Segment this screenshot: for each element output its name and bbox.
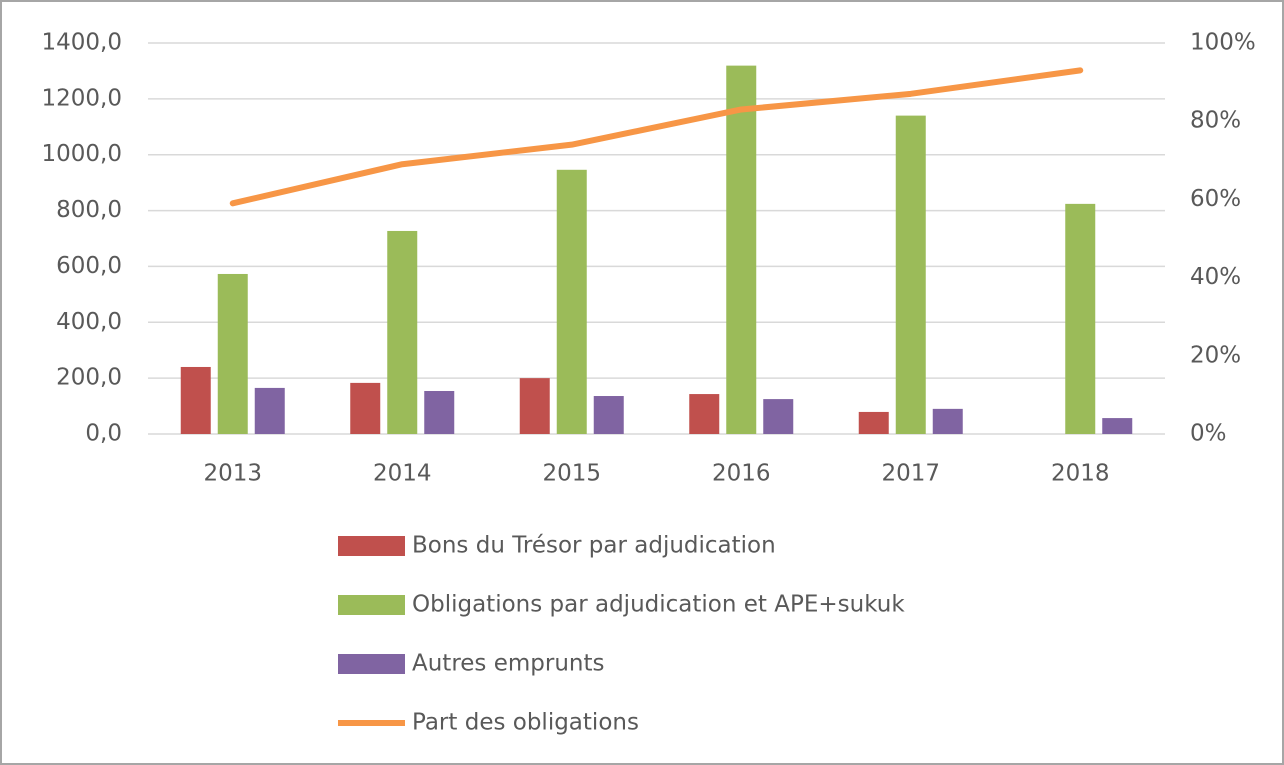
legend-swatch [338,595,405,615]
legend-label: Autres emprunts [412,651,605,677]
bar [350,382,381,434]
bar [519,378,550,434]
y2-tick-label: 100% [1190,30,1256,56]
y2-tick-label: 20% [1190,342,1241,368]
y-tick-label: 600,0 [56,253,122,279]
bar [593,396,624,434]
bar [726,65,757,435]
legend-swatch [338,536,405,556]
x-tick-label: 2013 [203,461,262,487]
x-tick-label: 2017 [881,461,940,487]
bar [217,273,248,434]
x-tick-label: 2014 [373,461,432,487]
y-tick-label: 1200,0 [42,85,122,111]
y2-tick-label: 60% [1190,186,1241,212]
bar [763,399,794,434]
legend-label: Part des obligations [412,710,639,736]
line [229,67,1084,207]
y2-tick-label: 80% [1190,108,1241,134]
y-tick-label: 1000,0 [42,141,122,167]
legend-label: Obligations par adjudication et APE+suku… [412,592,905,618]
bar [895,115,926,434]
bar [254,387,285,434]
bar [424,390,455,434]
x-tick-label: 2018 [1051,461,1110,487]
legend-swatch [338,654,405,674]
x-tick-label: 2016 [712,461,771,487]
bar [689,394,720,434]
bar [387,230,418,434]
legend-label: Bons du Trésor par adjudication [412,533,776,559]
y-tick-label: 400,0 [56,309,122,335]
x-tick-label: 2015 [542,461,601,487]
bar [1065,203,1096,434]
y-tick-label: 800,0 [56,197,122,223]
bar [556,169,587,434]
y-tick-label: 200,0 [56,365,122,391]
y2-tick-label: 40% [1190,264,1241,290]
y-tick-label: 1400,0 [42,30,122,56]
bar [858,411,889,434]
y-tick-label: 0,0 [85,421,122,447]
bar [932,408,963,434]
bar [1102,418,1133,434]
y2-tick-label: 0% [1190,421,1227,447]
bar [180,366,211,434]
